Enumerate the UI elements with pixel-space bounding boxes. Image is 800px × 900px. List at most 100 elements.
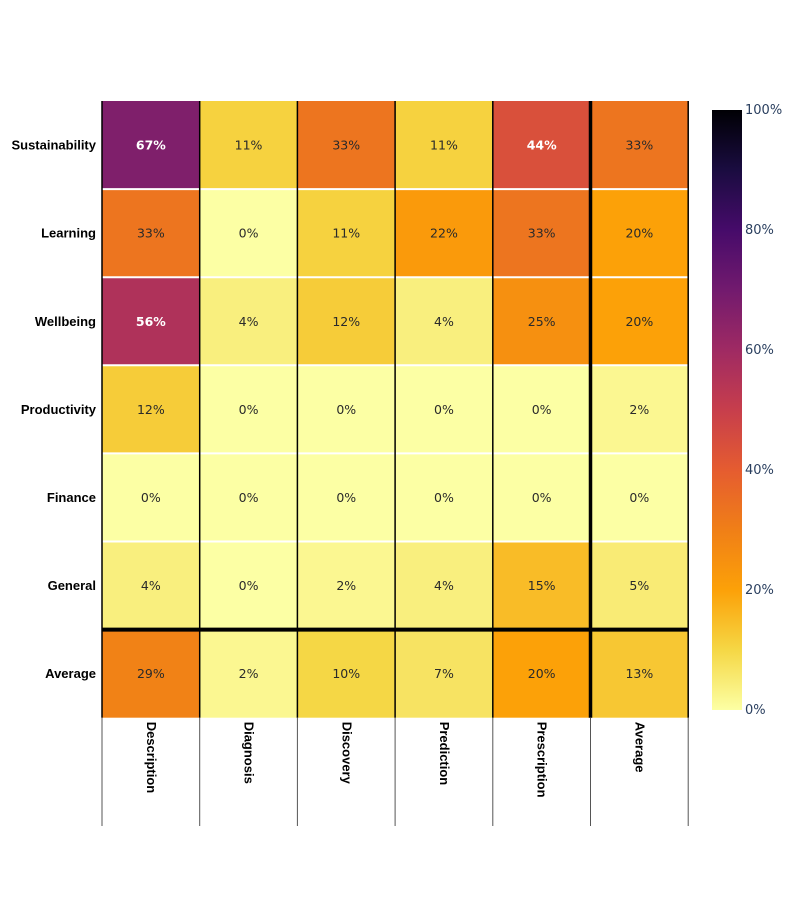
cell-value-label: 33% [137, 226, 165, 241]
heatmap-cell-wellbeing-prediction [395, 277, 493, 366]
heatmap-grid-lines [101, 101, 689, 826]
y-tick-label-learning: Learning [41, 226, 96, 241]
x-tick-label-prescription: Prescription [535, 722, 550, 798]
colorbar-tick-label: 40% [745, 463, 774, 478]
heatmap-cell-wellbeing-diagnosis [199, 277, 298, 366]
cell-value-label: 0% [434, 402, 454, 417]
heatmap-cell-learning-average [590, 189, 689, 278]
heatmap-cell-sustainability-average [590, 101, 689, 190]
heatmap-cell-general-diagnosis [199, 541, 298, 630]
cell-value-label: 12% [137, 402, 165, 417]
cell-value-label: 44% [527, 138, 557, 153]
heatmap-cell-average-prediction [395, 629, 493, 718]
heatmap-cells [102, 101, 689, 718]
heatmap-cell-average-prescription [492, 629, 591, 718]
y-tick-label-finance: Finance [47, 490, 96, 505]
heatmap-cell-sustainability-prescription [492, 101, 591, 190]
heatmap-cell-learning-diagnosis [199, 189, 298, 278]
cell-value-label: 13% [625, 666, 653, 681]
colorbar-gradient [712, 110, 742, 710]
heatmap-cell-general-description [102, 541, 200, 630]
heatmap-cell-average-average [590, 629, 689, 718]
cell-value-label: 11% [430, 138, 458, 153]
heatmap-cell-learning-discovery [297, 189, 396, 278]
cell-value-label: 22% [430, 226, 458, 241]
colorbar: 0% 20% 40% 60% 80% 100% [712, 103, 782, 718]
heatmap-cell-average-diagnosis [199, 629, 298, 718]
heatmap-cell-finance-diagnosis [199, 453, 298, 542]
heatmap-cell-learning-prescription [492, 189, 591, 278]
colorbar-tick-label: 100% [745, 103, 782, 118]
cell-value-label: 0% [434, 490, 454, 505]
y-tick-label-productivity: Productivity [21, 402, 97, 417]
y-axis: Sustainability Learning Wellbeing Productiv… [11, 138, 96, 682]
x-axis: Description Diagnosis Discovery Prediction P… [144, 722, 647, 798]
cell-value-label: 7% [434, 666, 454, 681]
cell-value-label: 2% [336, 578, 356, 593]
cell-value-label: 0% [336, 402, 356, 417]
colorbar-tick-label: 20% [745, 583, 774, 598]
x-tick-label-discovery: Discovery [339, 722, 354, 785]
cell-value-label: 33% [625, 138, 653, 153]
x-tick-label-average: Average [632, 722, 647, 773]
cell-value-label: 29% [137, 666, 165, 681]
heatmap-cell-learning-description [102, 189, 200, 278]
heatmap-cell-productivity-diagnosis [199, 365, 298, 454]
cell-value-label: 20% [625, 226, 653, 241]
cell-value-label: 2% [239, 666, 259, 681]
heatmap-cell-finance-discovery [297, 453, 396, 542]
cell-value-label: 33% [528, 226, 556, 241]
cell-value-label: 15% [528, 578, 556, 593]
heatmap-cell-general-prediction [395, 541, 493, 630]
cell-value-label: 0% [239, 402, 259, 417]
heatmap-cell-wellbeing-description [102, 277, 200, 366]
heatmap-cell-general-discovery [297, 541, 396, 630]
cell-value-label: 56% [136, 314, 166, 329]
cell-value-label: 4% [239, 314, 259, 329]
heatmap-cell-finance-average [590, 453, 689, 542]
heatmap-cell-general-prescription [492, 541, 591, 630]
heatmap-cell-wellbeing-average [590, 277, 689, 366]
cell-value-label: 11% [332, 226, 360, 241]
cell-value-label: 0% [532, 490, 552, 505]
x-tick-label-prediction: Prediction [437, 722, 452, 786]
cell-value-label: 12% [332, 314, 360, 329]
heatmap-cell-wellbeing-prescription [492, 277, 591, 366]
heatmap-cell-wellbeing-discovery [297, 277, 396, 366]
cell-value-label: 33% [332, 138, 360, 153]
y-tick-label-wellbeing: Wellbeing [35, 314, 96, 329]
cell-value-label: 4% [141, 578, 161, 593]
heatmap-cell-productivity-description [102, 365, 200, 454]
y-tick-label-average: Average [45, 666, 96, 681]
heatmap-cell-sustainability-discovery [297, 101, 396, 190]
colorbar-tick-label: 80% [745, 223, 774, 238]
cell-value-label: 0% [141, 490, 161, 505]
heatmap-cell-finance-prediction [395, 453, 493, 542]
cell-value-label: 0% [336, 490, 356, 505]
y-tick-label-sustainability: Sustainability [11, 138, 96, 153]
cell-value-label: 67% [136, 138, 166, 153]
cell-value-label: 11% [235, 138, 263, 153]
cell-value-label: 2% [629, 402, 649, 417]
heatmap-cell-general-average [590, 541, 689, 630]
colorbar-tick-label: 60% [745, 343, 774, 358]
heatmap-cell-sustainability-diagnosis [199, 101, 298, 190]
cell-value-label: 10% [332, 666, 360, 681]
cell-value-label: 5% [629, 578, 649, 593]
heatmap-cell-labels: 67% 11% 33% 11% 44% 33% 33% 0% 11% 22% 33% 20% 56% 4%… [136, 138, 653, 682]
heatmap-cell-productivity-prescription [492, 365, 591, 454]
colorbar-tick-label: 0% [745, 703, 766, 718]
heatmap-cell-average-description [102, 629, 200, 718]
heatmap-cell-productivity-prediction [395, 365, 493, 454]
heatmap-cell-finance-prescription [492, 453, 591, 542]
cell-value-label: 0% [239, 226, 259, 241]
x-tick-label-diagnosis: Diagnosis [242, 722, 257, 784]
cell-value-label: 0% [239, 490, 259, 505]
heatmap-cell-average-discovery [297, 629, 396, 718]
heatmap-cell-sustainability-description [102, 101, 200, 190]
cell-value-label: 0% [532, 402, 552, 417]
heatmap-cell-sustainability-prediction [395, 101, 493, 190]
cell-value-label: 0% [629, 490, 649, 505]
